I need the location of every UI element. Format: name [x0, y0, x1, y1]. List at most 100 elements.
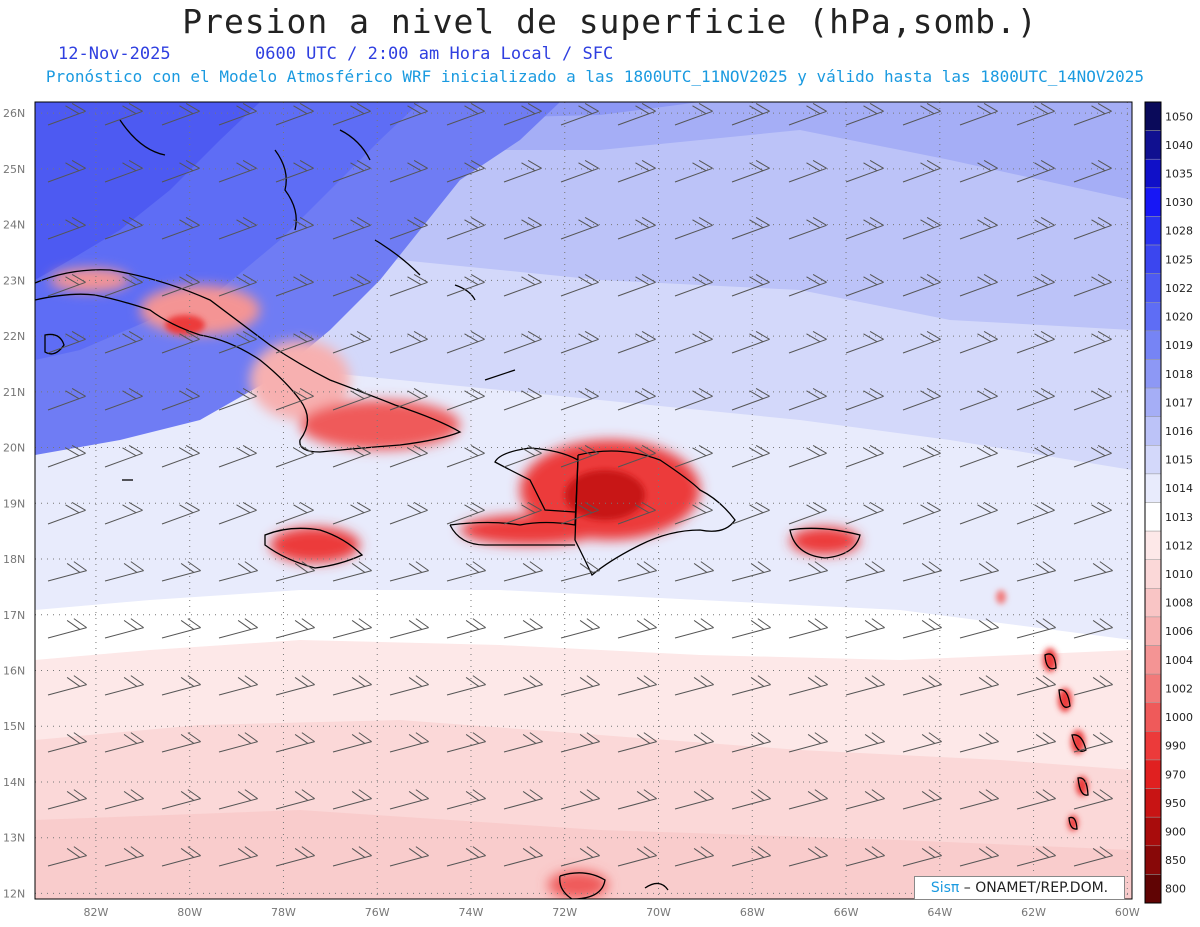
colorbar-label: 1019	[1165, 339, 1193, 352]
wind-barb	[674, 388, 713, 411]
wind-barb	[503, 846, 543, 867]
wind-barb	[902, 732, 942, 753]
colorbar-label: 1010	[1165, 568, 1193, 581]
wind-barb	[446, 675, 486, 696]
wind-barb	[845, 103, 884, 126]
wind-barb	[1073, 618, 1113, 639]
wind-barb	[617, 618, 657, 639]
wind-barb	[104, 846, 144, 867]
wind-barb	[1016, 502, 1055, 525]
colorbar-swatch	[1144, 845, 1162, 875]
wind-barb	[332, 675, 372, 696]
wind-barb	[845, 789, 885, 810]
wind-barb	[446, 217, 485, 240]
colorbar-label: 1002	[1165, 682, 1193, 695]
wind-barb	[617, 502, 656, 525]
wind-barb	[674, 274, 713, 297]
wind-barb	[275, 274, 314, 297]
wind-barb	[672, 901, 714, 923]
wind-barb	[845, 274, 884, 297]
wind-barb	[845, 388, 884, 411]
wind-barb	[389, 618, 429, 639]
wind-barb	[560, 502, 599, 525]
lon-label: 70W	[646, 906, 671, 919]
wind-barb	[332, 502, 371, 525]
wind-barb	[1016, 388, 1055, 411]
wind-barb	[617, 561, 657, 582]
wind-barb	[617, 789, 657, 810]
wind-barb	[674, 846, 714, 867]
colorbar-label: 1016	[1165, 425, 1193, 438]
wind-barb	[161, 331, 200, 354]
wind-barb	[959, 561, 999, 582]
wind-barb	[731, 502, 770, 525]
wind-barb	[389, 274, 428, 297]
colorbar-label: 850	[1165, 854, 1186, 867]
wind-barb	[47, 618, 87, 639]
colorbar-swatch	[1144, 216, 1162, 246]
wind-barb	[845, 561, 885, 582]
colorbar-swatch	[1144, 731, 1162, 761]
wind-barb	[902, 502, 941, 525]
lat-label: 20N	[3, 442, 25, 455]
wind-barb	[902, 274, 941, 297]
wind-barb	[104, 160, 143, 183]
colorbar-swatch	[1144, 616, 1162, 646]
wind-barb	[218, 846, 258, 867]
wind-barb	[1016, 675, 1056, 696]
colorbar-label: 1050	[1165, 110, 1193, 123]
wind-barb	[902, 789, 942, 810]
lat-label: 18N	[3, 553, 25, 566]
wind-barb	[617, 103, 656, 126]
wind-barb	[731, 103, 770, 126]
wind-barb	[161, 561, 201, 582]
wind-barb	[560, 618, 600, 639]
wind-barb	[845, 675, 885, 696]
wind-barb	[503, 561, 543, 582]
colorbar-label: 1035	[1165, 168, 1193, 181]
colorbar-label: 1030	[1165, 196, 1193, 209]
colorbar-label: 1018	[1165, 368, 1193, 381]
colorbar-swatch	[1144, 101, 1162, 131]
wind-barb	[47, 217, 86, 240]
wind-barb	[218, 675, 258, 696]
lon-label: 76W	[365, 906, 390, 919]
wind-barb	[47, 445, 86, 468]
wind-barb	[503, 274, 542, 297]
wind-barb	[389, 217, 428, 240]
wind-barb	[959, 502, 998, 525]
wind-barb	[1016, 160, 1055, 183]
wind-barb	[161, 846, 201, 867]
wind-barb	[674, 732, 714, 753]
colorbar-swatch	[1144, 130, 1162, 160]
wind-barb	[959, 103, 998, 126]
wind-barb	[104, 274, 143, 297]
wind-barb	[1016, 789, 1056, 810]
sispi-logo: Sisπ	[930, 880, 960, 896]
wind-barb	[446, 274, 485, 297]
wind-barb	[560, 103, 599, 126]
wind-barb	[959, 618, 999, 639]
wind-barb	[674, 618, 714, 639]
wind-barb	[1073, 789, 1113, 810]
wind-barb	[959, 388, 998, 411]
colorbar-swatch	[1144, 673, 1162, 704]
wind-barb	[560, 675, 600, 696]
lon-label: 60W	[1115, 906, 1140, 919]
wind-barb	[845, 217, 884, 240]
wind-barb	[1073, 331, 1112, 354]
lat-label: 19N	[3, 497, 25, 510]
forecast-time: 0600 UTC / 2:00 am Hora Local / SFC	[255, 44, 614, 64]
wind-barb	[788, 331, 827, 354]
wind-barb	[446, 445, 485, 468]
wind-barb	[1073, 103, 1112, 126]
coastlines	[35, 119, 1089, 899]
wind-barb	[446, 103, 485, 126]
wind-barb	[47, 274, 86, 297]
lon-label: 78W	[271, 906, 296, 919]
wind-barb	[218, 732, 258, 753]
wind-barb	[275, 445, 314, 468]
colorbar-label: 1012	[1165, 539, 1193, 552]
wind-barb	[389, 846, 429, 867]
wind-barb	[731, 846, 771, 867]
